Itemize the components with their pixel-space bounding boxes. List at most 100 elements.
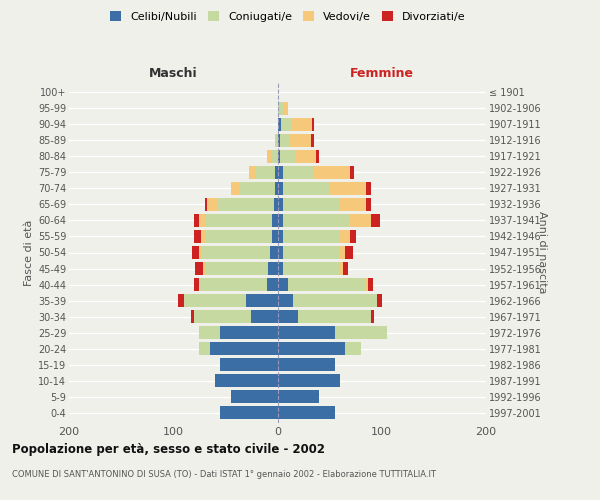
Bar [277, 118, 281, 130]
Bar [272, 230, 277, 243]
Bar [340, 246, 345, 259]
Bar [343, 262, 349, 275]
Bar [329, 182, 366, 195]
Bar [268, 262, 277, 275]
Bar [250, 166, 254, 178]
Bar [277, 294, 293, 307]
Bar [274, 198, 277, 211]
Bar [267, 278, 277, 291]
Bar [205, 214, 272, 227]
Bar [251, 310, 277, 323]
Bar [350, 166, 353, 178]
Bar [277, 326, 335, 339]
Bar [220, 358, 277, 371]
Bar [184, 294, 246, 307]
Bar [283, 246, 340, 259]
Bar [277, 310, 298, 323]
Bar [194, 310, 251, 323]
Bar [283, 262, 340, 275]
Bar [280, 134, 290, 146]
Bar [205, 198, 206, 211]
Bar [230, 182, 239, 195]
Bar [206, 198, 217, 211]
Bar [277, 246, 283, 259]
Bar [277, 198, 283, 211]
Bar [350, 230, 356, 243]
Bar [277, 102, 283, 114]
Bar [275, 166, 277, 178]
Bar [280, 150, 295, 162]
Bar [340, 230, 350, 243]
Bar [275, 134, 277, 146]
Bar [314, 166, 350, 178]
Bar [215, 374, 277, 387]
Bar [202, 246, 270, 259]
Bar [277, 358, 335, 371]
Y-axis label: Fasce di età: Fasce di età [23, 220, 34, 286]
Bar [281, 118, 291, 130]
Bar [203, 262, 206, 275]
Bar [199, 342, 210, 355]
Bar [288, 278, 366, 291]
Bar [295, 150, 316, 162]
Bar [371, 214, 380, 227]
Bar [230, 390, 277, 404]
Bar [290, 134, 311, 146]
Bar [277, 134, 280, 146]
Bar [283, 214, 350, 227]
Bar [371, 310, 374, 323]
Bar [272, 214, 277, 227]
Text: COMUNE DI SANT'ANTONINO DI SUSA (TO) - Dati ISTAT 1° gennaio 2002 - Elaborazione: COMUNE DI SANT'ANTONINO DI SUSA (TO) - D… [12, 470, 436, 479]
Bar [277, 262, 283, 275]
Bar [191, 310, 194, 323]
Bar [316, 150, 319, 162]
Bar [345, 342, 361, 355]
Text: Femmine: Femmine [350, 67, 414, 80]
Bar [366, 182, 371, 195]
Bar [312, 118, 314, 130]
Bar [277, 406, 335, 420]
Legend: Celibi/Nubili, Coniugati/e, Vedovi/e, Divorziati/e: Celibi/Nubili, Coniugati/e, Vedovi/e, Di… [107, 8, 469, 25]
Bar [277, 390, 319, 404]
Bar [277, 374, 340, 387]
Bar [311, 134, 314, 146]
Bar [277, 182, 283, 195]
Bar [220, 326, 277, 339]
Bar [345, 246, 353, 259]
Text: Maschi: Maschi [149, 67, 197, 80]
Bar [272, 150, 277, 162]
Bar [340, 262, 343, 275]
Bar [293, 294, 377, 307]
Bar [199, 246, 202, 259]
Bar [199, 326, 220, 339]
Bar [206, 262, 268, 275]
Bar [277, 166, 283, 178]
Bar [239, 182, 275, 195]
Bar [192, 246, 199, 259]
Bar [178, 294, 184, 307]
Bar [283, 230, 340, 243]
Bar [267, 150, 272, 162]
Bar [277, 150, 280, 162]
Y-axis label: Anni di nascita: Anni di nascita [537, 211, 547, 294]
Bar [298, 310, 371, 323]
Bar [194, 230, 202, 243]
Bar [277, 278, 288, 291]
Bar [194, 278, 199, 291]
Bar [270, 246, 277, 259]
Bar [195, 262, 203, 275]
Bar [283, 198, 340, 211]
Bar [366, 198, 371, 211]
Bar [202, 230, 205, 243]
Bar [277, 230, 283, 243]
Bar [199, 214, 205, 227]
Bar [291, 118, 312, 130]
Bar [283, 182, 329, 195]
Bar [368, 278, 373, 291]
Bar [277, 342, 345, 355]
Bar [194, 214, 199, 227]
Bar [220, 406, 277, 420]
Bar [335, 326, 387, 339]
Bar [366, 278, 368, 291]
Bar [210, 342, 277, 355]
